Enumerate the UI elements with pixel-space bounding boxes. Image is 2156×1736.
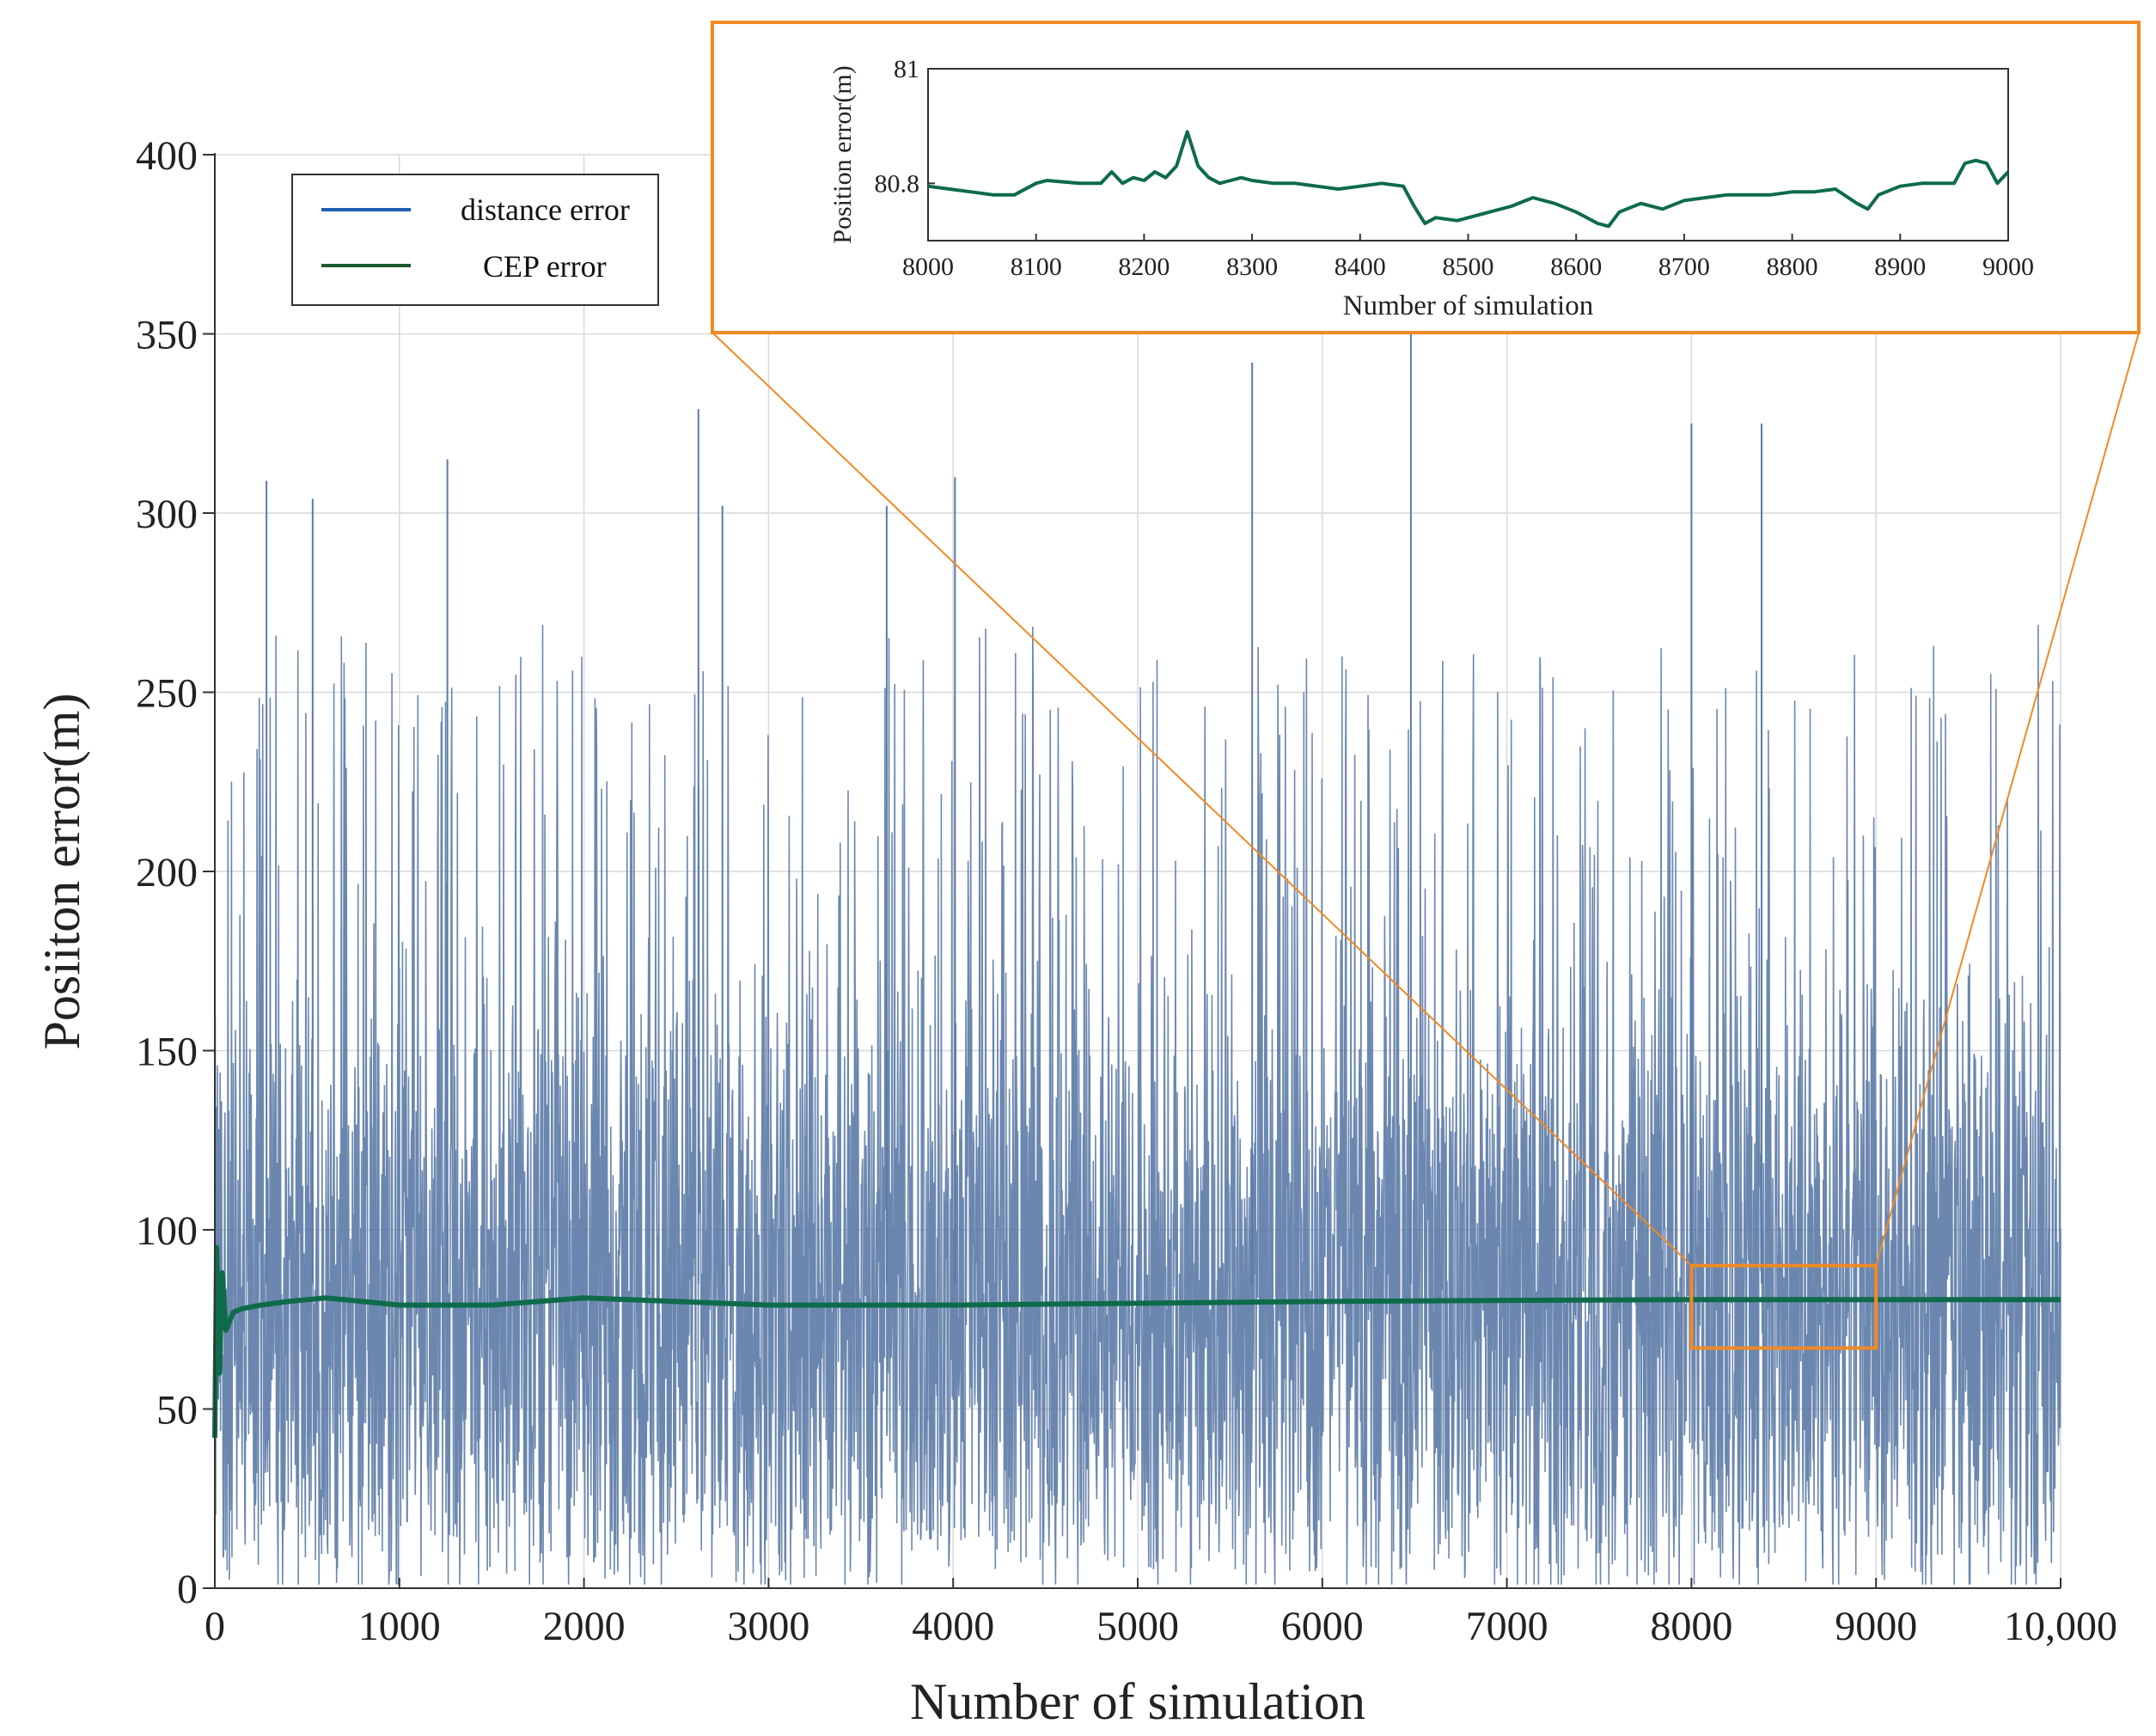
distance-error-series [214, 624, 2061, 1585]
x-tick-label: 9000 [1835, 1604, 1917, 1649]
legend-box [291, 174, 659, 306]
inset-x-tick-label: 8200 [1118, 253, 1170, 281]
y-tick-label: 200 [136, 850, 198, 896]
inset-x-tick-label: 8600 [1550, 253, 1602, 281]
inset-cep-series [927, 130, 2010, 229]
legend-label-distance-error: distance error [461, 193, 630, 227]
y-tick-label: 350 [136, 313, 198, 358]
inset-x-tick-label: 8100 [1011, 253, 1062, 281]
x-tick-label: 6000 [1281, 1604, 1364, 1649]
y-tick-label: 0 [177, 1567, 198, 1612]
x-axis-title: Number of simulation [910, 1673, 1365, 1730]
y-tick-label: 50 [156, 1388, 198, 1433]
y-tick-label: 300 [136, 492, 198, 537]
inset-y-tick-label: 80.8 [875, 169, 920, 198]
zoom-connector-left [712, 332, 1693, 1267]
inset-x-tick-label: 8500 [1443, 253, 1494, 281]
x-tick-label: 7000 [1466, 1604, 1548, 1649]
inset-y-axis-title: Position error(m) [828, 65, 857, 243]
inset-x-tick-label: 8900 [1874, 253, 1926, 281]
y-tick-label: 150 [136, 1030, 198, 1075]
y-tick-label: 100 [136, 1208, 198, 1254]
inset-x-tick-label: 8700 [1658, 253, 1710, 281]
x-tick-label: 0 [205, 1604, 225, 1649]
y-tick-label: 400 [136, 133, 198, 179]
inset-x-tick-label: 8300 [1226, 253, 1278, 281]
inset-x-axis-title: Number of simulation [1343, 290, 1593, 321]
inset-x-tick-label: 9000 [1982, 253, 2034, 281]
y-axis-title: Posiiton error(m) [34, 694, 90, 1050]
y-tick-label: 250 [136, 671, 198, 717]
inset-x-tick-label: 8400 [1335, 253, 1386, 281]
inset-frame [711, 21, 2141, 334]
x-tick-label: 3000 [727, 1604, 809, 1649]
x-tick-label: 5000 [1096, 1604, 1179, 1649]
legend-label-cep-error: CEP error [483, 249, 607, 284]
x-tick-label: 2000 [543, 1604, 626, 1649]
x-tick-label: 10,000 [2004, 1604, 2117, 1649]
x-tick-label: 8000 [1650, 1604, 1732, 1649]
cep-error-series [212, 1244, 2061, 1438]
inset-y-tick-label: 81 [894, 55, 919, 83]
inset-x-tick-label: 8000 [902, 253, 954, 281]
x-tick-label: 4000 [912, 1604, 994, 1649]
inset-x-tick-label: 8800 [1767, 253, 1818, 281]
zoom-box [1689, 1263, 1878, 1350]
zoom-connector-right [1875, 332, 2140, 1266]
x-tick-label: 1000 [358, 1604, 441, 1649]
